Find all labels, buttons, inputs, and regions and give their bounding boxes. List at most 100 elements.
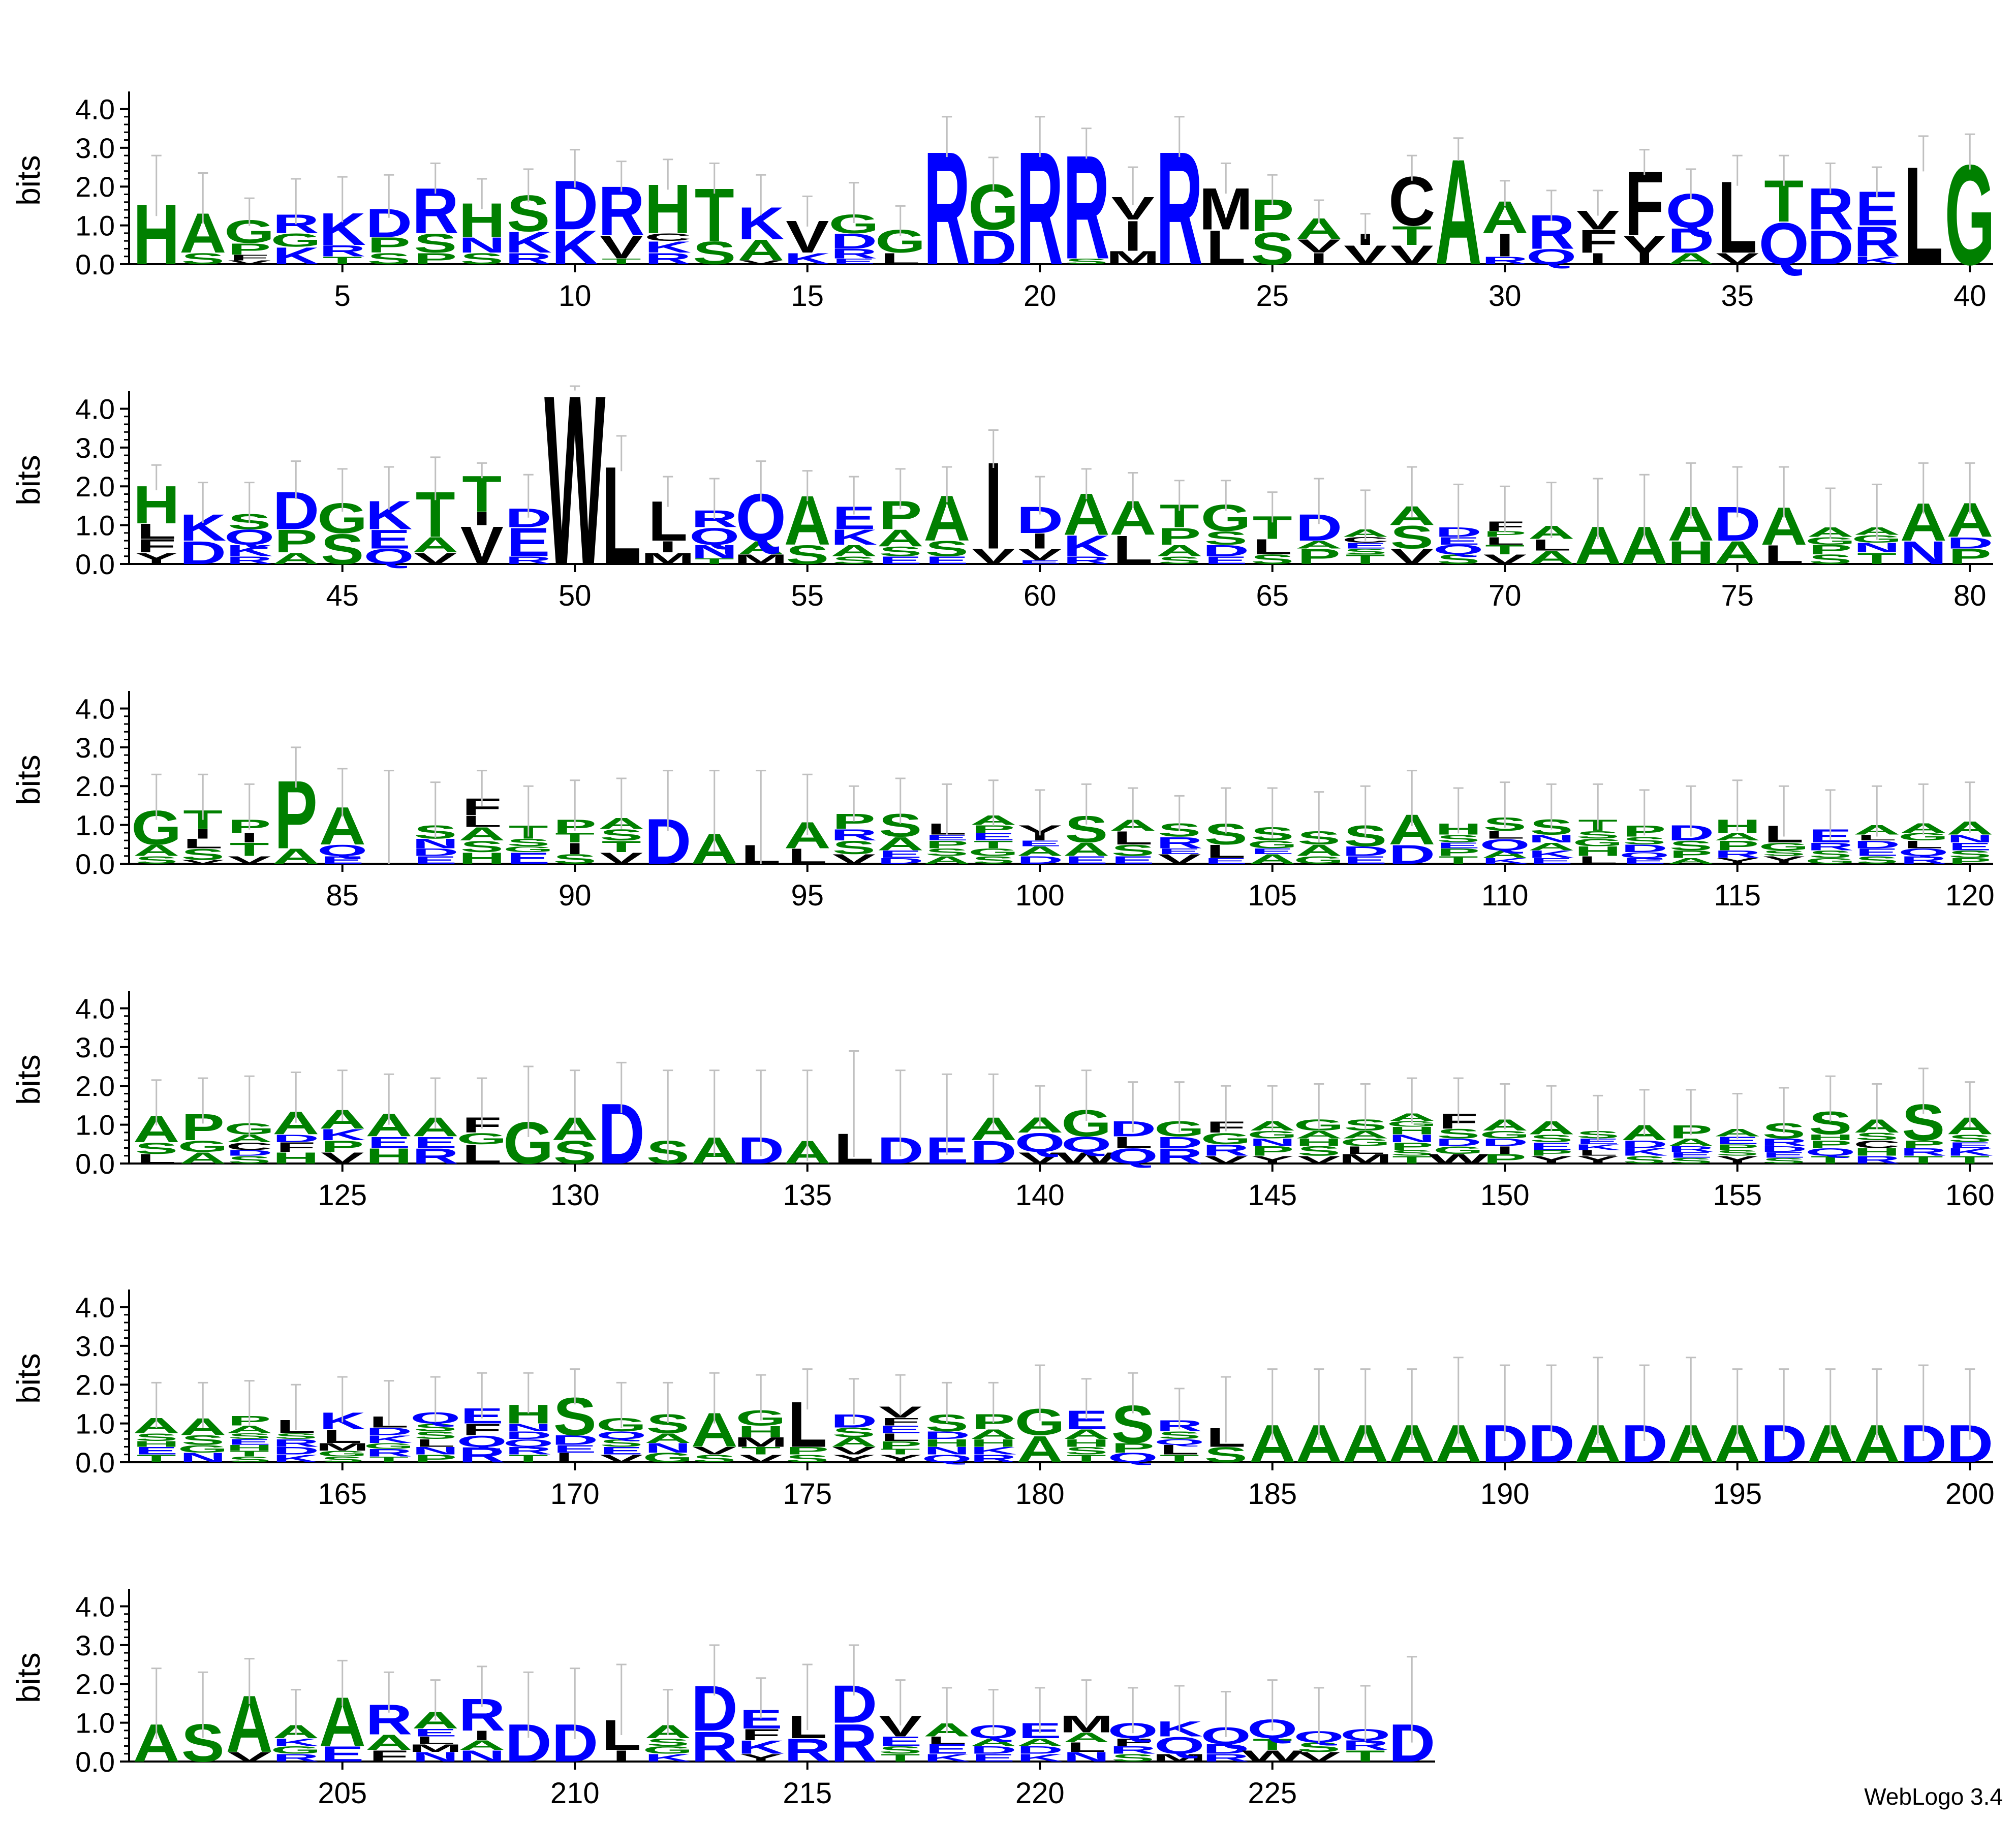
residue-letter-R: R	[272, 1752, 319, 1764]
residue-letter-H: H	[458, 849, 505, 867]
residue-letter-V: V	[972, 545, 1015, 569]
residue-letter-L: L	[137, 519, 176, 543]
residue-letter-E: E	[1530, 1140, 1573, 1152]
y-tick-label: 3.0	[75, 432, 115, 464]
residue-letter-Q: Q	[1759, 210, 1809, 277]
y-axis-label: bits	[10, 755, 47, 805]
x-tick-label: 120	[1945, 879, 1995, 912]
logo-row-3: bits 0.0 1.0 2.0 3.0 4.0 85 90 95 100 105 110 115 120…	[10, 691, 1995, 912]
residue-letter-P: P	[1297, 545, 1341, 569]
residue-letter-S: S	[1669, 1156, 1713, 1166]
residue-letter-A: A	[1342, 1128, 1389, 1141]
x-tick-label: 145	[1248, 1179, 1297, 1212]
residue-letter-S: S	[1344, 547, 1387, 556]
logo-row-4: bits 0.0 1.0 2.0 3.0 4.0 125 130 135 140 145 150 155…	[10, 991, 1995, 1212]
residue-letter-A: A	[272, 844, 319, 868]
residue-letter-V: V	[460, 515, 504, 575]
residue-letter-R: R	[830, 1713, 877, 1773]
residue-letter-T: T	[509, 1453, 548, 1465]
residue-letter-E: E	[1762, 1150, 1806, 1159]
position-stack-206: FAR	[365, 1671, 412, 1765]
residue-letter-I: I	[1031, 529, 1049, 553]
position-stack-136: L	[834, 1050, 874, 1173]
residue-letter-R: R	[1853, 1154, 1900, 1166]
position-stack-92: D	[644, 770, 691, 878]
residue-letter-D: D	[970, 1135, 1017, 1171]
residue-letter-G: G	[1387, 1119, 1437, 1128]
residue-letter-T: T	[369, 1455, 409, 1464]
residue-letter-Q: Q	[1154, 1732, 1204, 1759]
residue-letter-T: T	[137, 1453, 176, 1465]
residue-letter-A: A	[970, 1736, 1017, 1748]
residue-letter-N: N	[1900, 535, 1947, 571]
residue-letter-L: L	[1206, 221, 1246, 275]
position-stack-203: VA	[226, 1658, 273, 1769]
x-tick-label: 130	[550, 1179, 600, 1212]
residue-letter-P: P	[414, 249, 457, 268]
position-stack-104: ELS	[1204, 787, 1248, 866]
position-stack-39: L	[1904, 135, 1943, 294]
residue-letter-A: A	[1667, 857, 1714, 866]
x-tick-label: 90	[559, 879, 592, 912]
position-stack-4: KGR	[271, 178, 321, 269]
position-stack-100: DAEIV	[1016, 789, 1063, 866]
x-tick-label: 150	[1480, 1179, 1530, 1212]
position-stack-30: RIA	[1481, 180, 1528, 267]
residue-letter-R: R	[1063, 554, 1110, 567]
residue-letter-P: P	[1716, 1143, 1759, 1152]
residue-letter-L: L	[881, 249, 920, 268]
residue-letter-S: S	[1762, 1156, 1806, 1166]
residue-letter-Q: Q	[1108, 1450, 1158, 1465]
residue-letter-S: S	[832, 837, 876, 858]
residue-letter-D: D	[226, 1149, 273, 1158]
residue-letter-N: N	[458, 233, 505, 257]
residue-letter-H: H	[1388, 1125, 1435, 1137]
residue-letter-D: D	[923, 1429, 970, 1441]
residue-letter-E: E	[1065, 854, 1108, 866]
residue-letter-Y: Y	[135, 549, 178, 568]
residue-letter-H: H	[226, 1443, 273, 1453]
residue-letter-E: E	[1204, 554, 1248, 567]
residue-letter-A: A	[1295, 841, 1342, 860]
residue-letter-S: S	[1204, 1443, 1248, 1467]
residue-letter-S: S	[1762, 849, 1806, 858]
residue-letter-P: P	[228, 240, 271, 258]
residue-letter-E: E	[600, 1445, 643, 1457]
x-tick-label: 205	[318, 1777, 367, 1810]
residue-letter-S: S	[646, 1736, 690, 1748]
residue-letter-G: G	[178, 1443, 228, 1455]
residue-letter-E: E	[879, 1734, 922, 1749]
residue-letter-R: R	[1156, 834, 1203, 852]
residue-letter-L: L	[1160, 1442, 1199, 1458]
position-stack-190: D	[1481, 1364, 1528, 1474]
residue-letter-R: R	[830, 826, 877, 844]
position-stack-182: QPS	[1108, 1372, 1158, 1465]
residue-letter-T: T	[555, 830, 595, 845]
residue-letter-P: P	[1390, 1140, 1434, 1152]
residue-letter-G: G	[457, 1129, 507, 1148]
residue-letter-F: F	[462, 1421, 502, 1439]
position-stack-85: EQA	[317, 768, 367, 866]
residue-letter-S: S	[1251, 223, 1294, 274]
residue-letter-D: D	[1621, 842, 1668, 855]
residue-letter-A: A	[226, 1424, 273, 1436]
residue-letter-A: A	[1714, 831, 1761, 843]
position-stack-59: VI	[972, 429, 1015, 575]
residue-letter-P: P	[1530, 1149, 1573, 1158]
residue-letter-Y: Y	[1576, 1154, 1620, 1166]
residue-letter-E: E	[1158, 847, 1201, 856]
residue-letter-S: S	[367, 249, 411, 268]
residue-letter-D: D	[1760, 1145, 1807, 1154]
residue-letter-H: H	[1853, 1146, 1900, 1158]
